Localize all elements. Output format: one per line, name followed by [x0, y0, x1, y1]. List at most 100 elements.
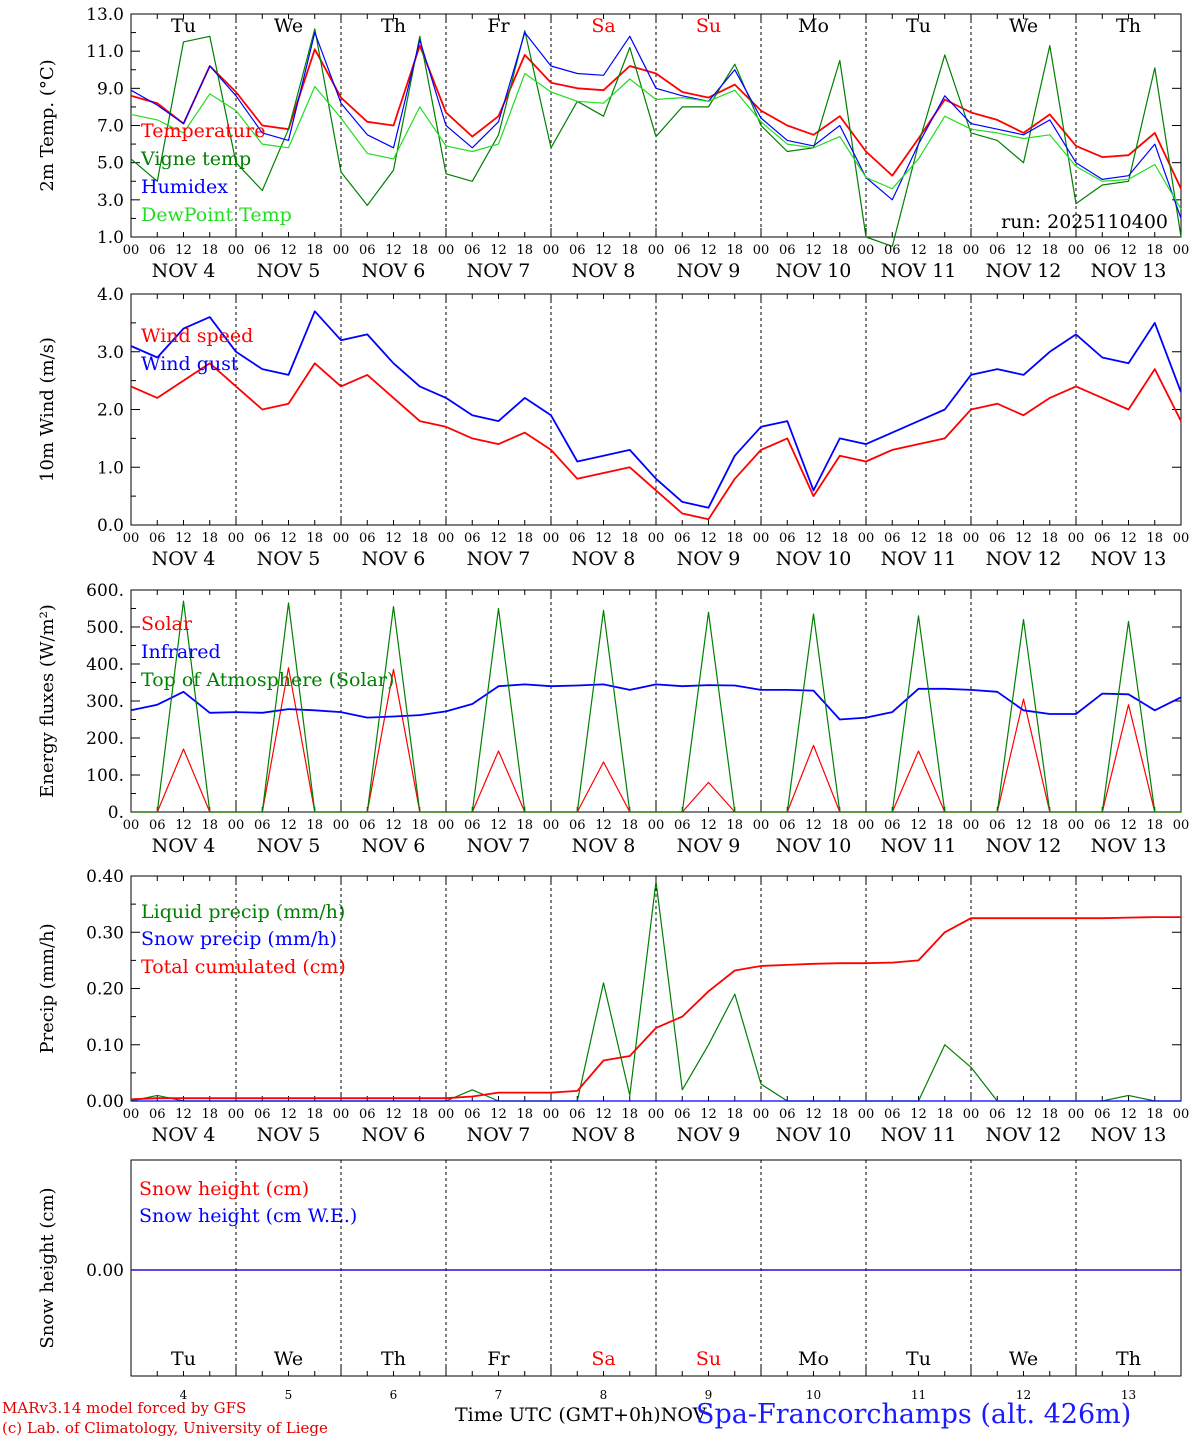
date-label: NOV 9 — [677, 835, 741, 857]
series-line-total-cumulated-cm- — [130, 916, 1181, 1101]
hour-tick-label: 12 — [805, 243, 822, 258]
hour-tick-label: 12 — [595, 818, 612, 833]
hour-tick-label: 00 — [1068, 243, 1085, 258]
series-line-humidex — [130, 31, 1182, 219]
hour-tick-label: 06 — [569, 1107, 586, 1122]
date-label: NOV 6 — [362, 835, 426, 857]
y-tick-label: 400. — [86, 655, 124, 675]
legend-entry: Wind speed — [141, 325, 253, 347]
y-axis-title: 2m Temp. (°C) — [37, 59, 58, 191]
credit-line-model: MARv3.14 model forced by GFS — [2, 1399, 247, 1417]
hour-tick-label: 18 — [306, 818, 323, 833]
date-label: NOV 11 — [881, 835, 957, 857]
hour-tick-label: 00 — [1068, 1107, 1085, 1122]
hour-tick-label: 12 — [910, 243, 927, 258]
hour-tick-label: 00 — [1173, 531, 1190, 546]
y-tick-label: 0.10 — [86, 1036, 124, 1056]
hour-tick-label: 06 — [779, 818, 796, 833]
y-tick-label: 3.0 — [97, 191, 124, 211]
hour-tick-label: 12 — [175, 1107, 192, 1122]
hour-tick-label: 18 — [621, 243, 638, 258]
y-tick-label: 3.0 — [97, 343, 124, 363]
hour-tick-label: 00 — [963, 1107, 980, 1122]
hour-tick-label: 12 — [595, 1107, 612, 1122]
hour-tick-label: 12 — [385, 243, 402, 258]
y-tick-label: 13.0 — [86, 5, 124, 25]
weekday-label: Sa — [591, 15, 615, 37]
day-number-label: 10 — [806, 1388, 821, 1402]
hour-tick-label: 12 — [490, 818, 507, 833]
date-label: NOV 12 — [986, 260, 1062, 282]
date-label: NOV 10 — [776, 260, 852, 282]
y-tick-label: 4.0 — [97, 285, 124, 305]
y-axis-title: Energy fluxes (W/m²) — [37, 604, 58, 798]
hour-tick-label: 18 — [306, 1107, 323, 1122]
hour-tick-label: 18 — [831, 531, 848, 546]
date-label: NOV 7 — [467, 1124, 531, 1146]
hour-tick-label: 06 — [569, 531, 586, 546]
hour-tick-label: 00 — [753, 818, 770, 833]
y-tick-label: 11.0 — [86, 42, 124, 62]
date-label: NOV 11 — [881, 1124, 957, 1146]
hour-tick-label: 06 — [779, 531, 796, 546]
hour-tick-label: 06 — [359, 243, 376, 258]
y-tick-label: 1.0 — [97, 458, 124, 478]
y-tick-label: 0.00 — [86, 1092, 124, 1112]
hour-tick-label: 00 — [438, 243, 455, 258]
hour-tick-label: 00 — [123, 1107, 140, 1122]
date-label: NOV 9 — [677, 1124, 741, 1146]
y-tick-label: 200. — [86, 729, 124, 749]
day-number-label: 8 — [600, 1388, 608, 1402]
hour-tick-label: 18 — [1146, 243, 1163, 258]
y-tick-label: 0.40 — [86, 867, 124, 887]
hour-tick-label: 00 — [648, 818, 665, 833]
hour-tick-label: 06 — [884, 531, 901, 546]
date-label: NOV 7 — [467, 260, 531, 282]
weekday-label: Th — [381, 1348, 406, 1370]
series-line-wind-gust — [130, 310, 1182, 509]
date-label: NOV 12 — [986, 548, 1062, 570]
hour-tick-label: 18 — [201, 531, 218, 546]
hour-tick-label: 00 — [543, 243, 560, 258]
hour-tick-label: 00 — [438, 531, 455, 546]
hour-tick-label: 06 — [149, 818, 166, 833]
hour-tick-label: 06 — [254, 818, 271, 833]
series-line-temperature — [130, 44, 1182, 190]
legend-entry: DewPoint Temp — [141, 204, 292, 226]
date-label: NOV 7 — [467, 548, 531, 570]
date-label: NOV 10 — [776, 1124, 852, 1146]
hour-tick-label: 18 — [726, 818, 743, 833]
y-tick-label: 0.0 — [97, 516, 124, 536]
hour-tick-label: 00 — [438, 818, 455, 833]
date-label: NOV 5 — [257, 1124, 321, 1146]
date-label: NOV 10 — [776, 835, 852, 857]
hour-tick-label: 00 — [1068, 818, 1085, 833]
y-tick-label: 100. — [86, 766, 124, 786]
hour-tick-label: 18 — [726, 1107, 743, 1122]
hour-tick-label: 12 — [595, 531, 612, 546]
hour-tick-label: 12 — [1015, 818, 1032, 833]
hour-tick-label: 12 — [910, 818, 927, 833]
hour-tick-label: 18 — [201, 1107, 218, 1122]
hour-tick-label: 18 — [516, 243, 533, 258]
hour-tick-label: 12 — [910, 1107, 927, 1122]
weekday-label: Su — [696, 1348, 721, 1370]
hour-tick-label: 06 — [674, 818, 691, 833]
y-tick-label: 0.00 — [86, 1261, 124, 1281]
hour-tick-label: 12 — [385, 1107, 402, 1122]
hour-tick-label: 00 — [333, 1107, 350, 1122]
hour-tick-label: 00 — [228, 531, 245, 546]
date-label: NOV 4 — [152, 548, 216, 570]
hour-tick-label: 06 — [674, 243, 691, 258]
legend-entry: Snow height (cm W.E.) — [139, 1205, 357, 1227]
date-label: NOV 8 — [572, 1124, 636, 1146]
day-number-label: 12 — [1016, 1388, 1031, 1402]
hour-tick-label: 00 — [648, 243, 665, 258]
series-line-infrared — [130, 683, 1182, 721]
hour-tick-label: 00 — [963, 531, 980, 546]
hour-tick-label: 12 — [700, 531, 717, 546]
y-tick-label: 2.0 — [97, 401, 124, 421]
hour-tick-label: 06 — [1094, 243, 1111, 258]
weekday-label: Tu — [906, 1348, 931, 1370]
